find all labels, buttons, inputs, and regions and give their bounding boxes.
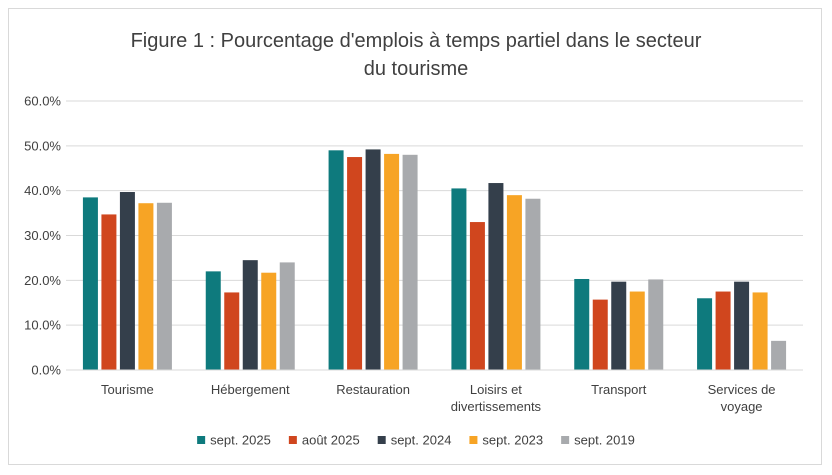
bar <box>119 192 135 370</box>
y-axis-ticks: 0.0% 10.0% 20.0% 30.0% 40.0% 50.0% 60.0% <box>24 94 61 378</box>
bar <box>384 153 400 370</box>
bar <box>156 202 172 370</box>
legend-swatch <box>288 436 297 444</box>
bar <box>242 260 258 370</box>
bar <box>224 292 240 370</box>
bar <box>525 198 541 370</box>
legend-swatch <box>561 436 570 444</box>
y-tick-label: 40.0% <box>24 183 61 198</box>
bar <box>101 214 117 370</box>
bar <box>328 150 344 370</box>
chart-svg: Figure 1 : Pourcentage d'emplois à temps… <box>24 30 803 448</box>
category-label: Loisirs et <box>470 382 522 397</box>
bars <box>82 149 787 370</box>
bar <box>347 157 363 370</box>
y-tick-label: 0.0% <box>31 363 61 378</box>
chart-title-line: Figure 1 : Pourcentage d'emplois à temps… <box>131 30 702 52</box>
y-tick-label: 20.0% <box>24 273 61 288</box>
bar <box>506 195 522 370</box>
chart-frame: Figure 1 : Pourcentage d'emplois à temps… <box>8 8 822 465</box>
bar <box>82 197 98 370</box>
bar <box>592 299 608 370</box>
y-tick-label: 30.0% <box>24 228 61 243</box>
chart-title: Figure 1 : Pourcentage d'emplois à temps… <box>131 30 702 80</box>
bar <box>771 340 787 370</box>
bar <box>629 291 645 370</box>
bar <box>469 222 485 370</box>
legend: sept. 2025 août 2025 sept. 2024 sept. 2023 s… <box>197 433 635 448</box>
bar <box>261 272 277 370</box>
bar <box>205 271 221 370</box>
gridlines <box>66 100 803 326</box>
category-label: Transport <box>591 382 647 397</box>
bar <box>715 291 731 370</box>
category-labels: Tourisme Hébergement Restauration Loisirs e… <box>101 382 776 414</box>
bar <box>752 292 768 370</box>
legend-swatch <box>377 436 386 444</box>
legend-label: août 2025 <box>302 433 360 448</box>
category-label: divertissements <box>451 399 542 414</box>
category-label: Hébergement <box>211 382 290 397</box>
bar <box>697 298 713 370</box>
bar <box>611 281 627 370</box>
y-tick-label: 60.0% <box>24 94 61 109</box>
category-label: voyage <box>721 399 763 414</box>
legend-label: sept. 2025 <box>210 433 271 448</box>
legend-label: sept. 2023 <box>482 433 543 448</box>
bar <box>648 279 664 370</box>
bar <box>138 203 154 370</box>
legend-swatch <box>197 436 206 444</box>
legend-swatch <box>469 436 478 444</box>
legend-label: sept. 2019 <box>574 433 635 448</box>
legend-label: sept. 2024 <box>391 433 452 448</box>
chart-title-line: du tourisme <box>364 58 469 80</box>
y-tick-label: 10.0% <box>24 318 61 333</box>
bar <box>365 149 381 370</box>
category-label: Tourisme <box>101 382 154 397</box>
category-label: Services de <box>708 382 776 397</box>
bar <box>451 188 467 370</box>
y-tick-label: 50.0% <box>24 138 61 153</box>
bar <box>488 183 504 370</box>
bar <box>279 262 295 370</box>
category-label: Restauration <box>336 382 410 397</box>
bar <box>574 278 590 370</box>
bar <box>402 154 418 370</box>
bar <box>734 281 750 370</box>
